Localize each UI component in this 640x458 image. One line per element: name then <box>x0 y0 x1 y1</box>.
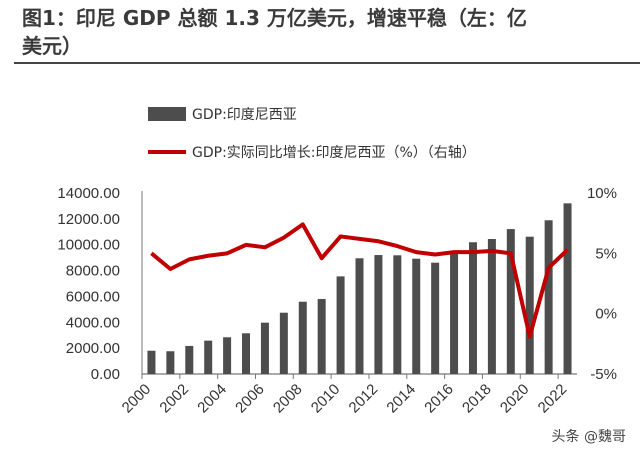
bar-2016 <box>450 253 459 374</box>
bar-2002 <box>185 345 194 374</box>
bar-2003 <box>204 340 213 374</box>
watermark: 头条 @魏哥 <box>551 429 626 445</box>
bar-2000 <box>147 350 156 374</box>
left-tick-label: 8000.00 <box>66 263 120 280</box>
title-line-1: 图1：印尼 GDP 总额 1.3 万亿美元，增速平稳（左：亿 <box>22 6 527 30</box>
bar-2021 <box>544 220 553 374</box>
left-tick-label: 10000.00 <box>57 237 120 254</box>
title-line-2: 美元） <box>22 34 82 58</box>
x-tick-label: 2004 <box>194 381 230 417</box>
bar-2006 <box>260 322 269 374</box>
x-tick-label: 2000 <box>119 381 155 417</box>
x-tick-label: 2022 <box>535 381 571 417</box>
x-tick-label: 2002 <box>156 381 192 417</box>
left-tick-label: 6000.00 <box>66 288 120 305</box>
right-tick-label: 0% <box>595 306 617 323</box>
x-tick-label: 2020 <box>497 381 533 417</box>
x-tick-label: 2014 <box>383 381 419 417</box>
x-tick-label: 2010 <box>308 381 344 417</box>
x-tick-label: 2008 <box>270 381 306 417</box>
bar-2022 <box>563 203 572 374</box>
bar-2013 <box>393 255 402 374</box>
title-divider <box>14 62 640 64</box>
legend-item-gdp: GDP:印度尼西亚 <box>148 104 297 124</box>
legend-label: GDP:印度尼西亚 <box>192 107 297 123</box>
bar-2009 <box>317 299 326 374</box>
bar-2011 <box>355 258 364 374</box>
left-tick-label: 12000.00 <box>57 211 120 228</box>
legend-label: GDP:实际同比增长:印度尼西亚（%）（右轴） <box>192 145 476 161</box>
x-tick-label: 2018 <box>459 381 495 417</box>
left-tick-label: 4000.00 <box>66 314 120 331</box>
right-tick-label: -5% <box>590 366 617 383</box>
right-tick-label: 5% <box>595 245 617 262</box>
right-tick-label: 10% <box>587 185 617 202</box>
x-tick-label: 2006 <box>232 381 268 417</box>
bar-2019 <box>506 229 515 374</box>
x-tick-label: 2016 <box>421 381 457 417</box>
bar-2015 <box>431 262 440 374</box>
bar-2020 <box>525 236 534 374</box>
bar-2004 <box>223 337 232 374</box>
bar-2007 <box>279 312 288 374</box>
left-tick-label: 2000.00 <box>66 340 120 357</box>
bar-2018 <box>487 239 496 374</box>
legend-line-swatch <box>148 150 186 154</box>
legend-bar-swatch <box>148 107 186 121</box>
bar-2010 <box>336 276 345 374</box>
left-tick-label: 14000.00 <box>57 185 120 202</box>
bar-2005 <box>242 333 251 374</box>
legend-item-growth: GDP:实际同比增长:印度尼西亚（%）（右轴） <box>148 142 476 162</box>
bar-2012 <box>374 255 383 374</box>
bar-2017 <box>468 242 477 374</box>
left-tick-label: 0.00 <box>91 366 120 383</box>
bar-2014 <box>412 258 421 374</box>
x-tick-label: 2012 <box>346 381 382 417</box>
bar-2008 <box>298 301 307 374</box>
chart-title: 图1：印尼 GDP 总额 1.3 万亿美元，增速平稳（左：亿 美元） <box>22 4 640 60</box>
bar-2001 <box>166 351 175 374</box>
